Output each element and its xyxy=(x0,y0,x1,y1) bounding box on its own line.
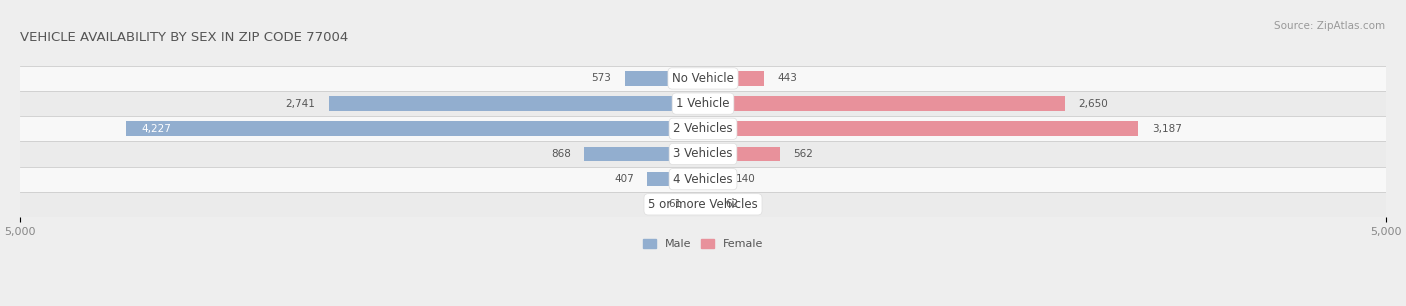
Bar xyxy=(624,71,703,86)
Bar xyxy=(20,192,1386,217)
Text: 562: 562 xyxy=(793,149,813,159)
Text: Source: ZipAtlas.com: Source: ZipAtlas.com xyxy=(1274,21,1385,32)
Text: 5 or more Vehicles: 5 or more Vehicles xyxy=(648,198,758,211)
Bar xyxy=(20,66,1386,91)
Text: 443: 443 xyxy=(778,73,797,84)
Bar xyxy=(703,96,1064,111)
Bar xyxy=(20,116,1386,141)
Text: 62: 62 xyxy=(725,199,738,209)
Text: 2,650: 2,650 xyxy=(1078,99,1108,109)
Text: 140: 140 xyxy=(735,174,755,184)
Text: No Vehicle: No Vehicle xyxy=(672,72,734,85)
Text: 1 Vehicle: 1 Vehicle xyxy=(676,97,730,110)
Text: 407: 407 xyxy=(614,174,634,184)
Bar xyxy=(585,147,703,161)
Text: 4,227: 4,227 xyxy=(142,124,172,134)
Bar xyxy=(703,71,763,86)
Bar xyxy=(20,166,1386,192)
Bar xyxy=(20,141,1386,166)
Legend: Male, Female: Male, Female xyxy=(638,234,768,254)
Bar xyxy=(695,197,703,212)
Bar xyxy=(125,121,703,136)
Text: 573: 573 xyxy=(591,73,612,84)
Text: 868: 868 xyxy=(551,149,571,159)
Text: 3 Vehicles: 3 Vehicles xyxy=(673,147,733,160)
Text: VEHICLE AVAILABILITY BY SEX IN ZIP CODE 77004: VEHICLE AVAILABILITY BY SEX IN ZIP CODE … xyxy=(20,32,349,44)
Bar xyxy=(703,172,723,186)
Bar xyxy=(703,147,780,161)
Text: 2 Vehicles: 2 Vehicles xyxy=(673,122,733,135)
Text: 3,187: 3,187 xyxy=(1152,124,1182,134)
Text: 4 Vehicles: 4 Vehicles xyxy=(673,173,733,186)
Bar xyxy=(703,197,711,212)
Bar xyxy=(329,96,703,111)
Bar xyxy=(20,91,1386,116)
Text: 2,741: 2,741 xyxy=(285,99,315,109)
Text: 61: 61 xyxy=(668,199,681,209)
Bar xyxy=(703,121,1139,136)
Bar xyxy=(647,172,703,186)
